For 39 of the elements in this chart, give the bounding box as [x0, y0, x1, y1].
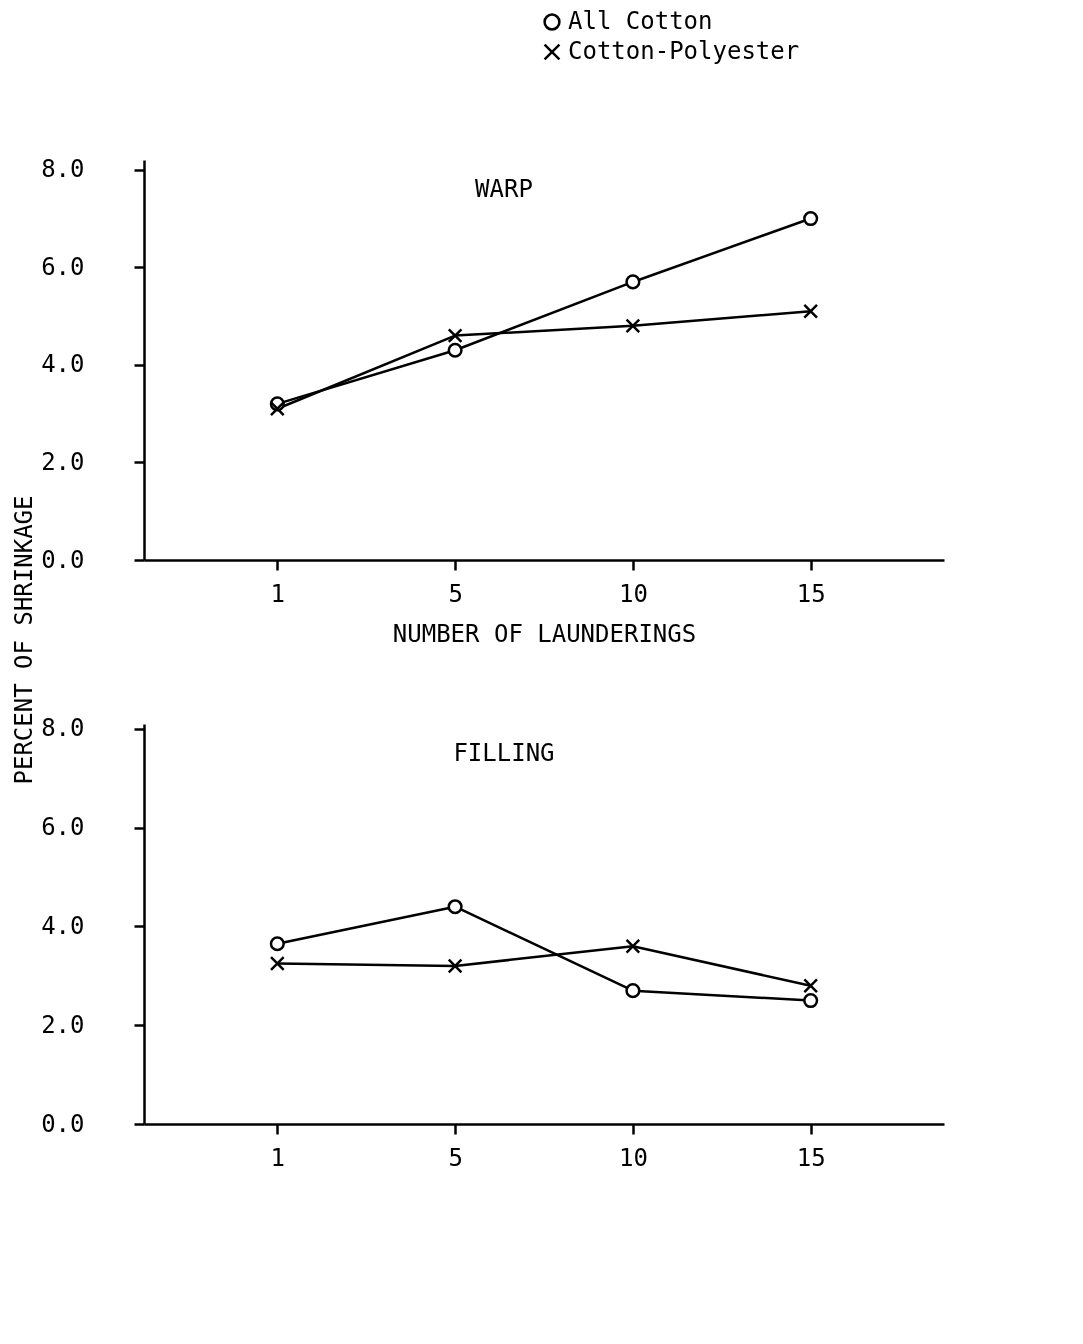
y-tick-label: 0.0 [41, 545, 85, 574]
x-tick-label: 10 [618, 1143, 648, 1172]
text: FILLING [453, 739, 555, 767]
y-tick-label: 6.0 [41, 252, 85, 281]
legend-label: Cotton-Polyester [568, 37, 800, 65]
y-tick-label: 0.0 [41, 1109, 85, 1138]
point [803, 210, 819, 227]
point [625, 938, 641, 954]
point [803, 978, 819, 994]
point [269, 936, 285, 952]
y-tick-label: 8.0 [41, 155, 85, 184]
y-tick-label: 4.0 [41, 350, 85, 379]
point [447, 958, 463, 974]
point [803, 303, 819, 319]
point [625, 318, 641, 334]
text: WARP [475, 175, 533, 203]
point [269, 401, 285, 417]
y-tick-label: 2.0 [41, 447, 85, 476]
y-tick-label: 2.0 [41, 1010, 85, 1039]
legend-label: All Cotton [568, 7, 713, 35]
x-tick-label: 1 [270, 579, 286, 608]
y-axis-title: PERCENT OF SHRINKAGE [10, 495, 38, 785]
x-tick-label: 1 [270, 1143, 286, 1172]
point [447, 328, 463, 344]
x-tick-label: 10 [618, 579, 648, 608]
x-tick-label: 15 [796, 579, 826, 608]
point [625, 274, 641, 290]
point [447, 899, 463, 915]
x-axis-title: NUMBER OF LAUNDERINGS [392, 619, 697, 648]
x-tick-label: 5 [448, 579, 463, 608]
point [803, 992, 819, 1009]
point [625, 983, 641, 999]
x-tick-label: 15 [796, 1143, 826, 1172]
y-tick-label: 6.0 [41, 813, 85, 842]
x-tick-label: 5 [448, 1143, 463, 1172]
point [269, 955, 285, 972]
y-tick-label: 8.0 [41, 714, 85, 743]
point [447, 342, 463, 358]
y-tick-label: 4.0 [41, 911, 85, 940]
